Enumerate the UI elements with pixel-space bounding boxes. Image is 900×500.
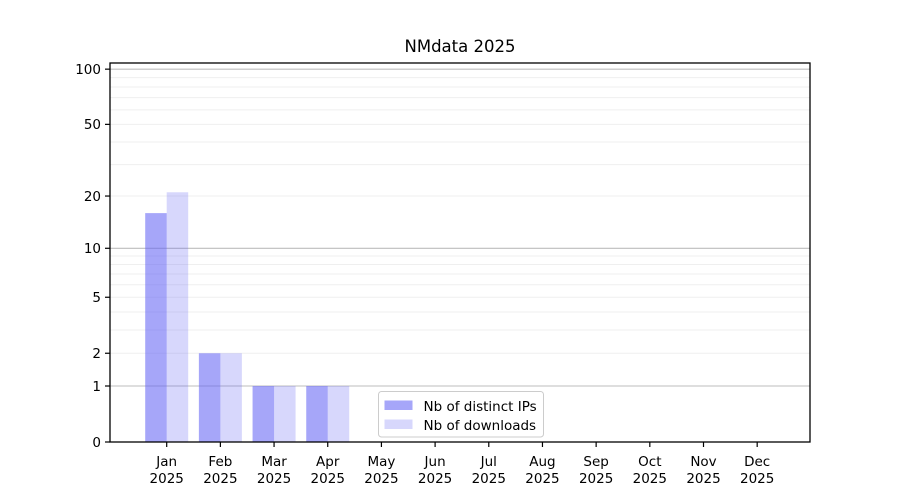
y-tick-label: 5	[92, 290, 101, 306]
legend: Nb of distinct IPs Nb of downloads	[379, 392, 544, 438]
x-tick-label-year: 2025	[740, 471, 774, 487]
y-tick-label: 2	[92, 346, 101, 362]
x-tick-label-month: Mar	[261, 454, 287, 470]
y-tick-label: 0	[92, 435, 101, 451]
bar-nb-of-downloads	[274, 386, 296, 442]
x-tick-label-month: Feb	[208, 454, 232, 470]
chart-content: 0125102050100Jan2025Feb2025Mar2025Apr202…	[75, 62, 810, 487]
chart-svg: 0125102050100Jan2025Feb2025Mar2025Apr202…	[0, 0, 900, 500]
x-tick-label-year: 2025	[418, 471, 452, 487]
x-tick-label-year: 2025	[203, 471, 237, 487]
x-tick-label-year: 2025	[364, 471, 398, 487]
legend-swatch-nb-of-distinct-ips	[385, 401, 413, 411]
x-tick-label-month: May	[367, 454, 395, 470]
y-tick-label: 1	[92, 379, 101, 395]
x-tick-label-month: Apr	[316, 454, 340, 470]
legend-swatch-nb-of-downloads	[385, 420, 413, 430]
bar-nb-of-downloads	[220, 353, 242, 442]
chart-title: NMdata 2025	[405, 37, 516, 56]
x-tick-label-year: 2025	[633, 471, 667, 487]
y-tick-label: 50	[84, 117, 101, 133]
bar-nb-of-distinct-ips	[306, 386, 328, 442]
x-tick-label-month: Jan	[155, 454, 177, 470]
bar-nb-of-downloads	[328, 386, 350, 442]
x-tick-label-year: 2025	[150, 471, 184, 487]
legend-label: Nb of distinct IPs	[424, 399, 537, 415]
bar-nb-of-distinct-ips	[199, 353, 221, 442]
bar-nb-of-distinct-ips	[145, 213, 167, 442]
chart-figure: 0125102050100Jan2025Feb2025Mar2025Apr202…	[0, 0, 900, 500]
x-tick-label-year: 2025	[472, 471, 506, 487]
bar-nb-of-distinct-ips	[253, 386, 275, 442]
y-tick-label: 20	[84, 189, 101, 205]
y-tick-label: 100	[75, 62, 101, 78]
x-tick-label-month: Aug	[529, 454, 555, 470]
bar-nb-of-downloads	[167, 192, 189, 442]
x-tick-label-month: Dec	[744, 454, 770, 470]
x-tick-label-month: Jun	[424, 454, 446, 470]
legend-label: Nb of downloads	[424, 418, 537, 434]
x-tick-label-month: Nov	[690, 454, 716, 470]
x-tick-label-year: 2025	[311, 471, 345, 487]
x-tick-label-year: 2025	[579, 471, 613, 487]
x-tick-label-month: Oct	[638, 454, 661, 470]
x-tick-label-year: 2025	[525, 471, 559, 487]
y-tick-label: 10	[84, 241, 101, 257]
x-tick-label-year: 2025	[257, 471, 291, 487]
x-tick-label-month: Jul	[480, 454, 497, 470]
x-tick-label-month: Sep	[583, 454, 608, 470]
x-tick-label-year: 2025	[686, 471, 720, 487]
